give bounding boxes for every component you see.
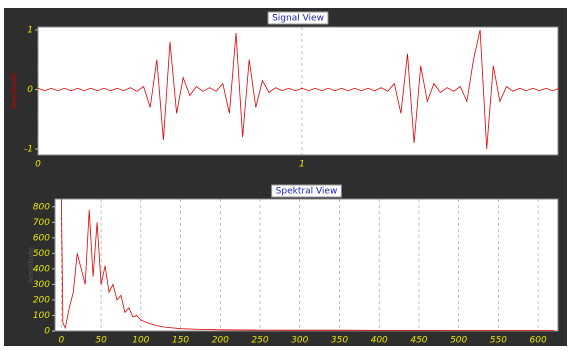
x-tick-label: 50 <box>95 336 107 346</box>
signal-line <box>61 198 554 331</box>
y-tick-label: 1 <box>27 25 33 35</box>
x-tick-label: 200 <box>212 336 229 346</box>
x-tick-label: 0 <box>58 336 64 346</box>
x-tick-label: 350 <box>331 336 348 346</box>
y-tick-label: 300 <box>33 280 50 290</box>
y-tick-label: 0 <box>44 327 50 337</box>
y-tick-label: 0 <box>27 85 33 95</box>
title-box <box>267 11 329 25</box>
chart-title: Spektral View <box>276 187 338 197</box>
x-tick-label: 150 <box>172 336 189 346</box>
y-axis-label: Amplitudo <box>10 73 18 109</box>
x-tick-label: 500 <box>450 336 467 346</box>
title-box <box>271 184 342 198</box>
plot-area <box>37 26 559 156</box>
x-tick-label: 250 <box>251 336 268 346</box>
y-tick-label: 400 <box>33 264 50 274</box>
x-tick-label: 550 <box>490 336 507 346</box>
y-tick-label: 100 <box>33 311 50 321</box>
y-tick-label: 500 <box>33 249 50 259</box>
y-tick-label: 700 <box>33 218 50 228</box>
plot-area <box>54 198 559 332</box>
chart-title: Signal View <box>272 14 324 24</box>
x-tick-label: 0 <box>35 160 41 170</box>
y-tick-label: 200 <box>33 295 50 305</box>
x-tick-label: 400 <box>371 336 388 346</box>
y-tick-label: 600 <box>33 233 50 243</box>
signal-line <box>37 29 560 150</box>
y-tick-label: -1 <box>24 145 33 155</box>
y-axis-label: Amplitudo <box>27 247 35 283</box>
x-tick-label: 450 <box>410 336 427 346</box>
x-tick-label: 300 <box>291 336 308 346</box>
y-tick-label: 800 <box>33 202 50 212</box>
x-tick-label: 100 <box>132 336 149 346</box>
x-tick-label: 1 <box>299 160 305 170</box>
x-tick-label: 600 <box>530 336 547 346</box>
